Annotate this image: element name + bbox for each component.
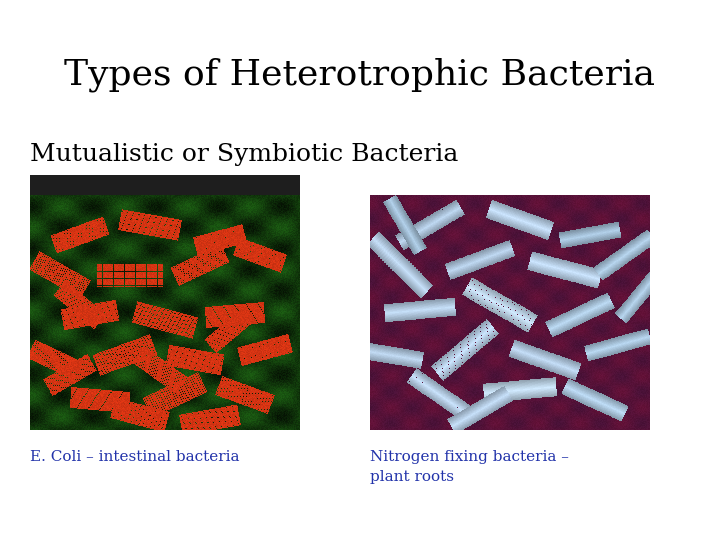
Text: E. Coli – intestinal bacteria: E. Coli – intestinal bacteria bbox=[30, 450, 240, 464]
Text: Mutualistic or Symbiotic Bacteria: Mutualistic or Symbiotic Bacteria bbox=[30, 144, 459, 166]
Text: Nitrogen fixing bacteria –
plant roots: Nitrogen fixing bacteria – plant roots bbox=[370, 450, 569, 483]
Text: Types of Heterotrophic Bacteria: Types of Heterotrophic Bacteria bbox=[65, 58, 655, 92]
